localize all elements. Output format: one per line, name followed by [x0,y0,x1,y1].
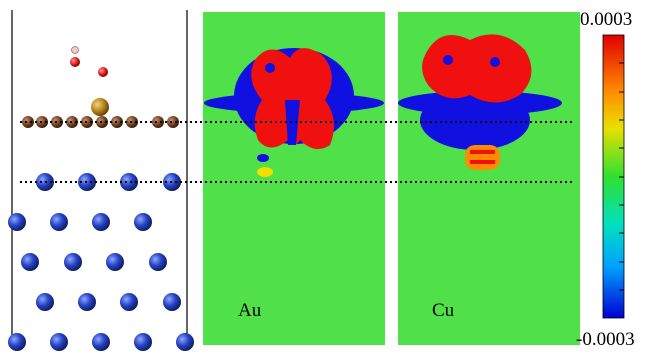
cu-map: Cu [398,12,580,345]
au-map: Au [203,12,385,345]
structure [8,10,194,351]
figure: Au Cu 0.0003 -0.0003 [0,0,649,353]
panel-label: Au [238,300,262,321]
panel-label: Cu [432,300,455,321]
colorbar-max: 0.0003 [580,9,632,30]
colorbar-min: -0.0003 [576,329,635,350]
colorbar: 0.0003 -0.0003 [576,9,635,350]
